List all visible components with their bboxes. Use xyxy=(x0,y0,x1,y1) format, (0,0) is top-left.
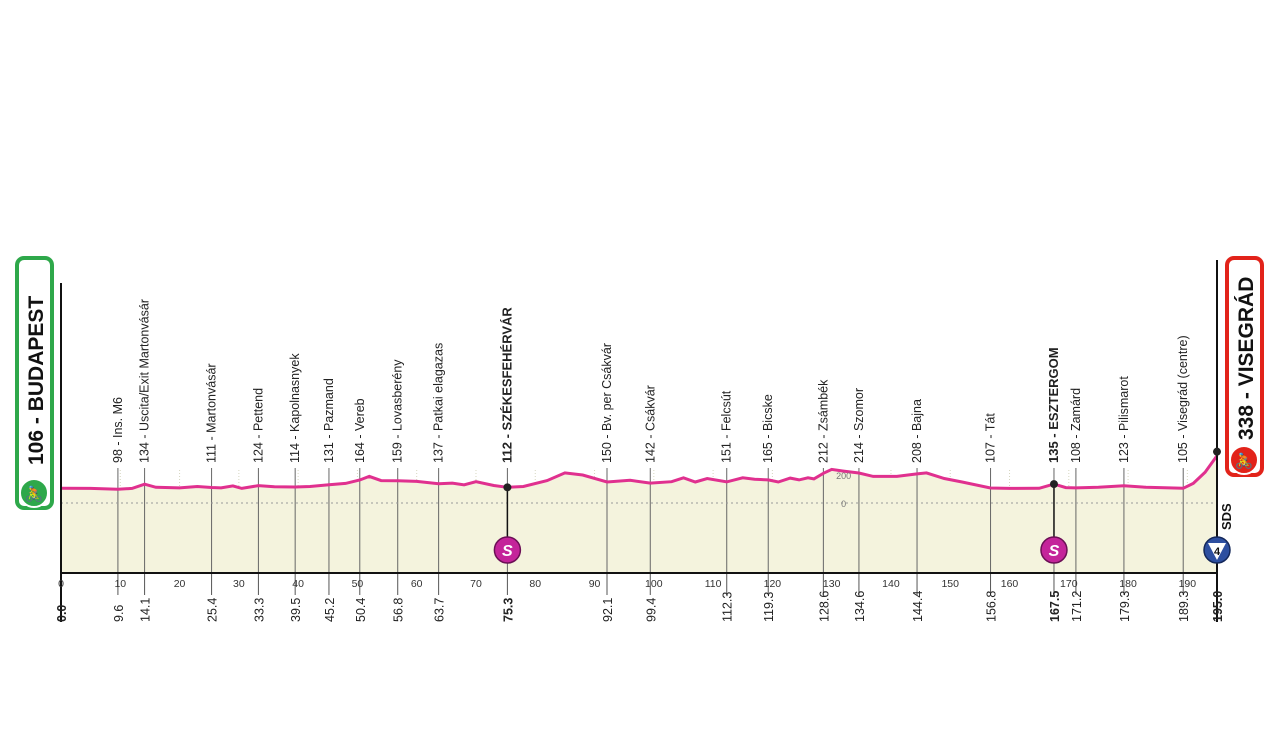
waypoint-km-label: 112.3 xyxy=(721,592,735,622)
sprint-icon xyxy=(493,536,522,564)
waypoint-label: 159 - Lovasberény xyxy=(391,359,405,463)
waypoint-label: 107 - Tát xyxy=(984,413,998,463)
waypoint-label: 131 - Pazmand xyxy=(322,378,336,463)
climb-category-label: SDS xyxy=(1219,503,1234,530)
waypoint-km-label: 144.4 xyxy=(911,591,925,622)
waypoint-label: 142 - Csákvár xyxy=(643,385,657,463)
x-tick-label: 30 xyxy=(233,578,245,590)
x-tick-label: 40 xyxy=(292,578,304,590)
waypoint-km-label: 134.6 xyxy=(853,591,867,622)
x-tick-label: 120 xyxy=(764,578,782,590)
waypoint-label: 112 - SZÉKESFEHÉRVÁR xyxy=(499,307,514,463)
waypoint-km-label: 63.7 xyxy=(433,598,447,622)
finish-box: 338 - VISEGRÁD 🚴 xyxy=(1225,256,1264,477)
waypoint-km-label: 167.5 xyxy=(1048,591,1062,622)
start-box: 106 - BUDAPEST 🚴 xyxy=(15,256,54,510)
start-label: 106 - BUDAPEST xyxy=(25,296,48,465)
waypoint-label: 165 - Bicske xyxy=(761,394,775,463)
x-tick-label: 90 xyxy=(589,578,601,590)
start-km-label: 0.0 xyxy=(55,605,69,622)
waypoint-label: 135 - ESZTERGOM xyxy=(1046,347,1061,463)
x-tick-label: 10 xyxy=(114,578,126,590)
sprint-icon-symbol: S xyxy=(1049,543,1060,560)
x-tick-label: 60 xyxy=(411,578,423,590)
climb-category: 4 xyxy=(1214,546,1221,558)
waypoint-label: 123 - Pilismarot xyxy=(1117,376,1131,463)
bike-glyph: 🚴 xyxy=(25,485,44,503)
finish-km-label: 195.0 xyxy=(1211,591,1225,622)
waypoint-label: 150 - Bv. per Csákvár xyxy=(600,343,614,463)
waypoint-label: 124 - Pettend xyxy=(251,388,265,463)
waypoint-label: 164 - Vereb xyxy=(353,398,367,463)
waypoint-label: 212 - Zsámbék xyxy=(816,379,830,463)
start-cyclist-icon xyxy=(19,478,49,508)
waypoint-label: 151 - Felcsút xyxy=(720,390,734,463)
waypoint-km-label: 189.3 xyxy=(1177,591,1191,622)
x-tick-label: 80 xyxy=(529,578,541,590)
waypoint-km-label: 14.1 xyxy=(139,598,153,622)
sprint-point xyxy=(1049,480,1058,489)
waypoint-km-label: 33.3 xyxy=(252,598,266,622)
waypoint-label: 137 - Patkai elagazas xyxy=(432,343,446,463)
waypoint-label: 214 - Szomor xyxy=(852,388,866,463)
climb-triangle-icon xyxy=(1208,543,1226,560)
profile-fill xyxy=(61,455,1217,573)
waypoint-label: 114 - Kapolnasnyek xyxy=(288,353,302,463)
x-tick-label: 180 xyxy=(1119,578,1137,590)
elevation-ref-label: 200 xyxy=(836,471,851,481)
waypoint-label: 98 - Ins. M6 xyxy=(111,397,125,463)
waypoint-km-label: 25.4 xyxy=(206,598,220,622)
waypoint-km-label: 45.2 xyxy=(323,598,337,622)
x-tick-label: 50 xyxy=(352,578,364,590)
waypoint-label: 105 - Visegrád (centre) xyxy=(1176,335,1190,463)
waypoint-km-label: 9.6 xyxy=(112,605,126,622)
waypoint-label: 134 - Uscita/Exit Martonvásár xyxy=(138,299,152,463)
sprint-icon-symbol: S xyxy=(502,543,513,560)
waypoint-km-label: 56.8 xyxy=(392,598,406,622)
finish-label: 338 - VISEGRÁD xyxy=(1235,277,1258,440)
profile-line xyxy=(60,454,1219,491)
waypoint-km-label: 156.8 xyxy=(985,591,999,622)
waypoint-km-label: 75.3 xyxy=(501,598,515,622)
x-tick-label: 160 xyxy=(1001,578,1019,590)
waypoint-label: 108 - Zamárd xyxy=(1069,388,1083,463)
waypoint-km-label: 92.1 xyxy=(601,598,615,622)
waypoint-km-label: 99.4 xyxy=(644,598,658,622)
x-tick-label: 70 xyxy=(470,578,482,590)
waypoint-km-label: 50.4 xyxy=(354,598,368,622)
x-tick-label: 130 xyxy=(823,578,841,590)
sprint-point xyxy=(503,483,512,492)
waypoint-km-label: 39.5 xyxy=(289,598,303,622)
waypoint-km-label: 119.3 xyxy=(762,592,776,622)
bike-glyph: 🚴 xyxy=(1235,452,1254,470)
x-tick-label: 0 xyxy=(58,578,64,590)
waypoint-km-label: 171.2 xyxy=(1070,591,1084,622)
x-tick-label: 110 xyxy=(705,578,722,590)
elevation-ref-label: 0 xyxy=(841,499,846,509)
x-tick-label: 150 xyxy=(941,578,959,590)
x-tick-label: 190 xyxy=(1179,578,1197,590)
sprint-icon xyxy=(1040,536,1068,564)
finish-cyclist-icon xyxy=(1229,445,1259,475)
x-tick-label: 20 xyxy=(174,578,186,590)
waypoint-label: 208 - Bajna xyxy=(910,399,924,463)
finish-point xyxy=(1213,447,1221,456)
x-tick-label: 140 xyxy=(882,578,900,590)
waypoint-km-label: 179.3 xyxy=(1118,591,1132,622)
x-tick-label: 100 xyxy=(645,578,663,590)
x-tick-label: 170 xyxy=(1060,578,1078,590)
waypoint-label: 111 - Martonvásár xyxy=(205,363,219,463)
waypoint-km-label: 128.6 xyxy=(817,591,831,622)
